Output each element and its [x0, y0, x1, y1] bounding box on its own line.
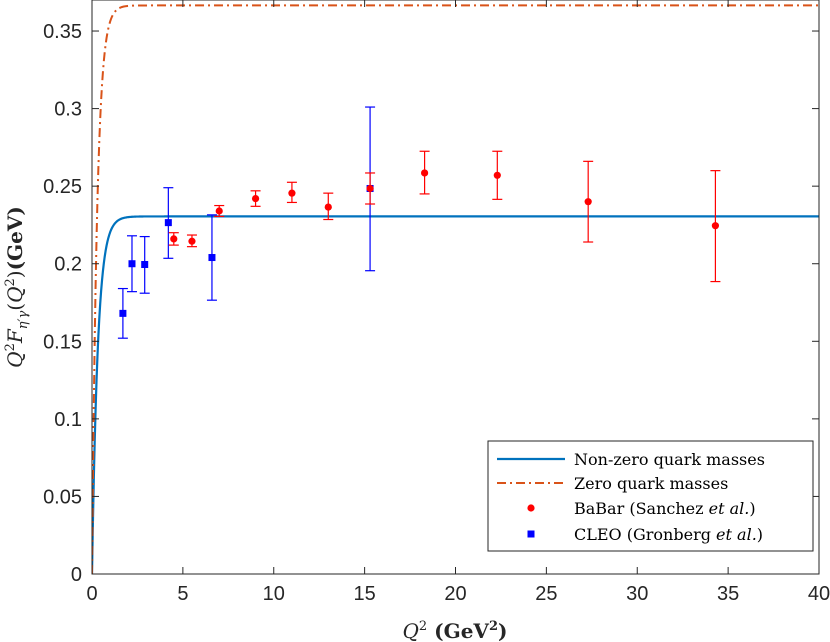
legend-cleo-label: CLEO (Gronberg et al.) — [574, 525, 763, 544]
y-axis-label: Q2Fη′γ(Q2)(GeV) — [3, 206, 31, 368]
legend-cleo-marker — [527, 530, 535, 538]
y-tick-label: 0.35 — [43, 21, 82, 43]
babar-point — [215, 207, 223, 215]
legend-babar-marker — [527, 504, 535, 512]
legend-zero-label: Zero quark masses — [574, 474, 728, 493]
x-axis-label: Q2 (GeV2) — [403, 619, 508, 642]
legend-nonzero-label: Non-zero quark masses — [574, 450, 765, 469]
x-tick-label: 25 — [535, 583, 557, 605]
y-tick-label: 0.1 — [54, 409, 82, 431]
x-tick-label: 5 — [177, 583, 188, 605]
y-tick-label: 0.25 — [43, 176, 82, 198]
x-tick-label: 40 — [808, 583, 830, 605]
x-tick-label: 35 — [717, 583, 739, 605]
cleo-point — [164, 219, 172, 227]
babar-point — [421, 169, 429, 177]
babar-point — [188, 237, 196, 245]
x-tick-label: 30 — [626, 583, 648, 605]
y-tick-label: 0.3 — [54, 99, 82, 121]
babar-point — [493, 171, 501, 179]
y-tick-label: 0.2 — [54, 254, 82, 276]
x-tick-label: 15 — [354, 583, 376, 605]
babar-point — [324, 203, 332, 211]
legend: Non-zero quark masses Zero quark masses … — [487, 440, 814, 552]
babar-point — [251, 194, 260, 203]
legend-babar-label: BaBar (Sanchez et al.) — [574, 499, 756, 518]
babar-point — [711, 222, 720, 230]
x-tick-label: 10 — [263, 583, 285, 605]
y-tick-label: 0 — [71, 564, 82, 586]
cleo-point — [128, 260, 136, 268]
cleo-point — [141, 261, 149, 269]
x-tick-label: 20 — [444, 583, 466, 605]
cleo-point — [119, 309, 127, 317]
nonzero-curve — [92, 215, 819, 574]
y-tick-label: 0.05 — [43, 486, 82, 508]
babar-point — [584, 198, 592, 206]
babar-point — [170, 235, 178, 243]
babar-point — [288, 189, 296, 197]
cleo-point — [208, 254, 216, 262]
babar-point — [366, 184, 374, 193]
y-tick-label: 0.15 — [43, 331, 82, 353]
x-tick-label: 0 — [86, 583, 97, 605]
